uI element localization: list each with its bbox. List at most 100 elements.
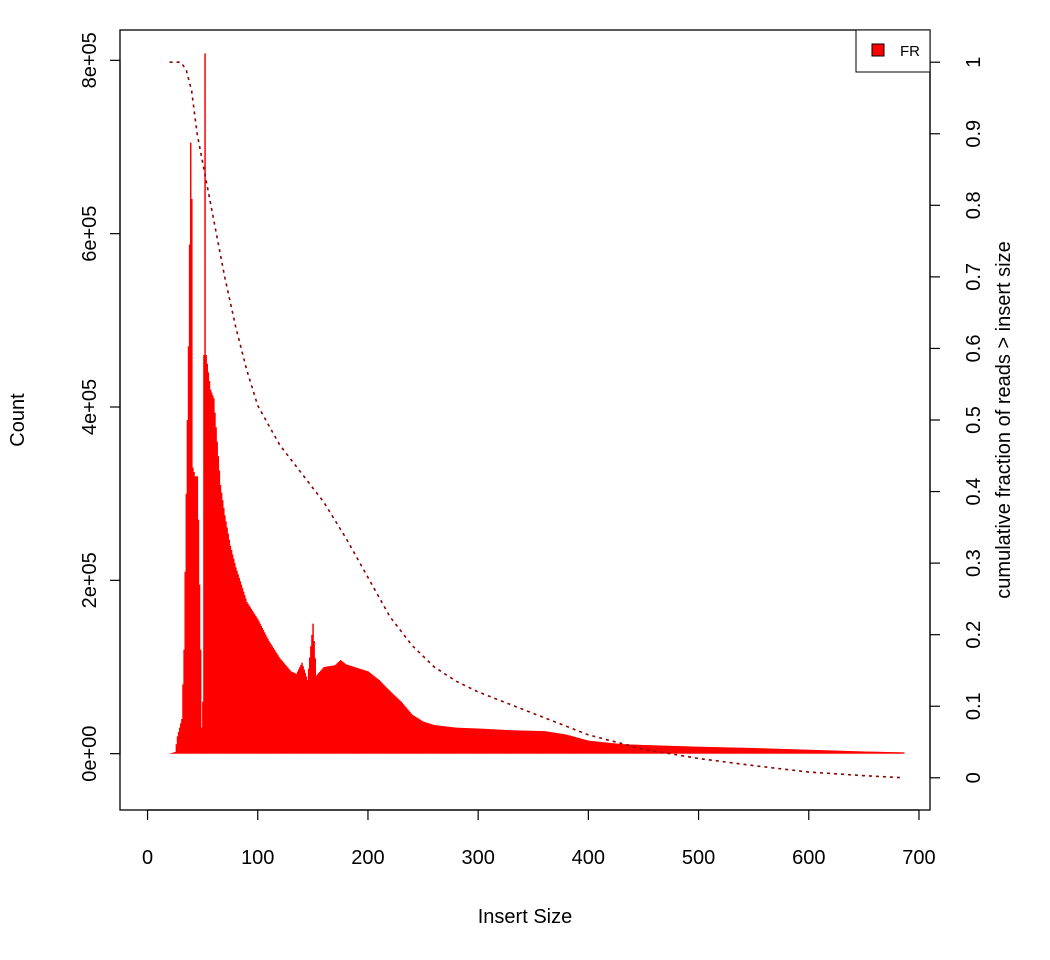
histogram-bar (322, 668, 324, 754)
y2-tick-label: 0.2 (963, 621, 985, 649)
histogram-bar (645, 745, 647, 754)
histogram-bar (565, 734, 568, 754)
histogram-bar (506, 730, 508, 754)
histogram-bar (186, 420, 189, 754)
histogram-bar (586, 740, 589, 754)
histogram-bar (247, 603, 249, 754)
histogram-bar (821, 750, 823, 754)
histogram-bar (366, 670, 368, 754)
histogram-bar (891, 752, 894, 754)
histogram-bar (327, 666, 330, 754)
histogram-bar (614, 743, 616, 754)
histogram-bar (248, 605, 250, 754)
histogram-bar (785, 749, 787, 754)
histogram-bar (495, 729, 497, 754)
histogram-bar (217, 456, 220, 754)
histogram-bar (478, 728, 481, 754)
histogram-bar (819, 750, 821, 754)
histogram-bar (182, 684, 184, 754)
histogram-bar (214, 412, 216, 754)
histogram-bar (603, 742, 605, 754)
histogram-bar (496, 729, 498, 754)
histogram-bar (343, 662, 345, 754)
histogram-bar (363, 669, 365, 754)
histogram-bar (422, 721, 425, 754)
histogram-bar (831, 750, 833, 754)
histogram-bar (758, 748, 761, 754)
y-axis-title: Count (7, 393, 29, 447)
histogram-bar (876, 751, 879, 754)
histogram-bar (701, 746, 703, 754)
histogram-bar (198, 584, 201, 754)
legend: FR (855, 29, 931, 73)
histogram-bar (176, 736, 179, 754)
histogram-bar (195, 476, 197, 754)
histogram-bar (844, 750, 847, 754)
histogram-bar (391, 693, 394, 754)
histogram-bar (523, 730, 526, 754)
histogram-bar (736, 747, 739, 754)
histogram-bar (656, 745, 658, 754)
histogram-bar (518, 730, 520, 754)
histogram-bar (780, 748, 783, 754)
histogram-bar (436, 725, 439, 754)
histogram-bar (749, 747, 752, 754)
histogram-bar (283, 663, 286, 754)
histogram-bar (463, 727, 465, 754)
histogram-bar (356, 667, 358, 754)
histogram-bar (332, 665, 334, 754)
histogram-bar (713, 747, 715, 754)
histogram-bar (830, 750, 832, 754)
histogram-bar (711, 747, 713, 754)
histogram-bar (823, 750, 826, 754)
histogram-bar (359, 668, 362, 754)
histogram-bar (605, 742, 607, 754)
histogram-bars (170, 53, 905, 754)
histogram-bar (489, 729, 492, 754)
x-tick-label: 0 (142, 847, 153, 869)
histogram-bar (853, 751, 855, 754)
histogram-bar (488, 729, 491, 754)
histogram-bar (306, 680, 309, 754)
histogram-bar (791, 749, 794, 754)
histogram-bar (731, 747, 733, 754)
histogram-bar (212, 395, 214, 754)
histogram-bar (228, 539, 231, 754)
histogram-bar (410, 713, 412, 754)
histogram-bar (696, 746, 699, 754)
histogram-bar (579, 738, 581, 754)
histogram-bar (378, 680, 380, 754)
histogram-bar (690, 746, 692, 754)
y2-axis-title: cumulative fraction of reads > insert si… (993, 241, 1015, 598)
histogram-bar (497, 729, 499, 754)
histogram-bar (278, 656, 280, 754)
histogram-bar (878, 751, 881, 754)
histogram-bar (849, 751, 851, 754)
x-tick-label: 300 (461, 847, 494, 869)
histogram-bar (642, 745, 645, 754)
histogram-bar (324, 666, 326, 754)
histogram-bar (857, 751, 860, 754)
histogram-bar (490, 729, 493, 754)
histogram-bar (811, 749, 814, 754)
histogram-bar (635, 744, 637, 754)
histogram-bar (282, 662, 285, 754)
histogram-bar (851, 751, 853, 754)
histogram-bar (304, 673, 307, 754)
histogram-bar (520, 730, 523, 754)
histogram-bar (525, 730, 527, 754)
histogram-bar (476, 728, 479, 754)
histogram-bar (468, 728, 471, 754)
histogram-bar (700, 746, 702, 754)
histogram-bar (376, 678, 378, 754)
histogram-bar (587, 740, 590, 754)
histogram-bar (799, 749, 801, 754)
histogram-bar (572, 736, 574, 754)
y-tick-label: 4e+05 (79, 379, 101, 435)
histogram-bar (777, 748, 779, 754)
histogram-bar (847, 751, 850, 754)
histogram-bar (491, 729, 494, 754)
histogram-bar (812, 749, 815, 754)
histogram-bar (574, 737, 577, 754)
histogram-bar (759, 748, 762, 754)
